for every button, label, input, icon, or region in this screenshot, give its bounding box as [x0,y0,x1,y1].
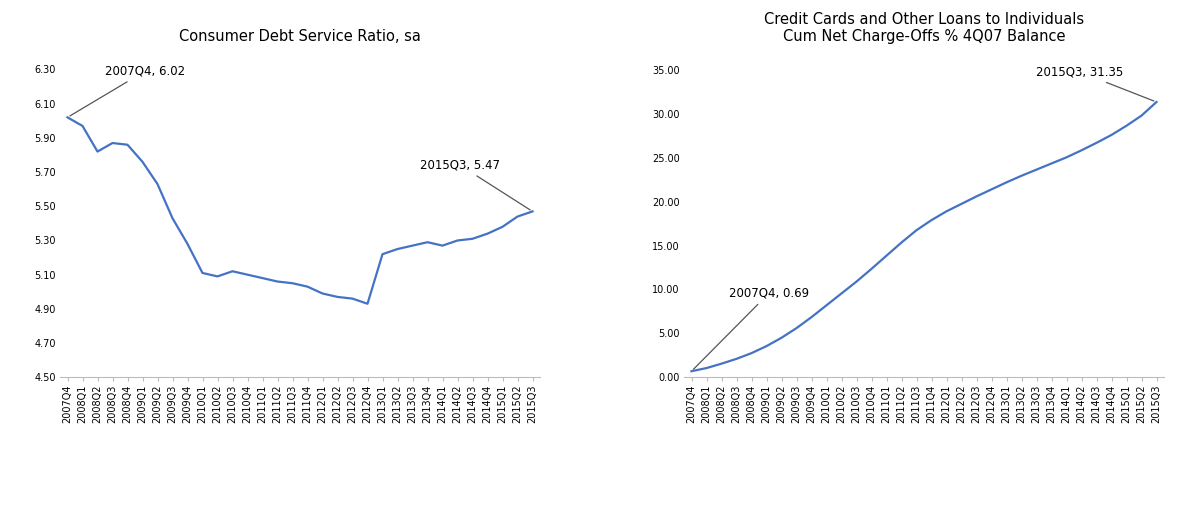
Text: 2015Q3, 5.47: 2015Q3, 5.47 [420,159,530,210]
Text: 2007Q4, 6.02: 2007Q4, 6.02 [70,64,185,116]
Title: Consumer Debt Service Ratio, sa: Consumer Debt Service Ratio, sa [179,29,421,45]
Text: 2007Q4, 0.69: 2007Q4, 0.69 [694,287,809,369]
Text: 2015Q3, 31.35: 2015Q3, 31.35 [1037,66,1154,101]
Title: Credit Cards and Other Loans to Individuals
Cum Net Charge-Offs % 4Q07 Balance: Credit Cards and Other Loans to Individu… [764,12,1084,45]
